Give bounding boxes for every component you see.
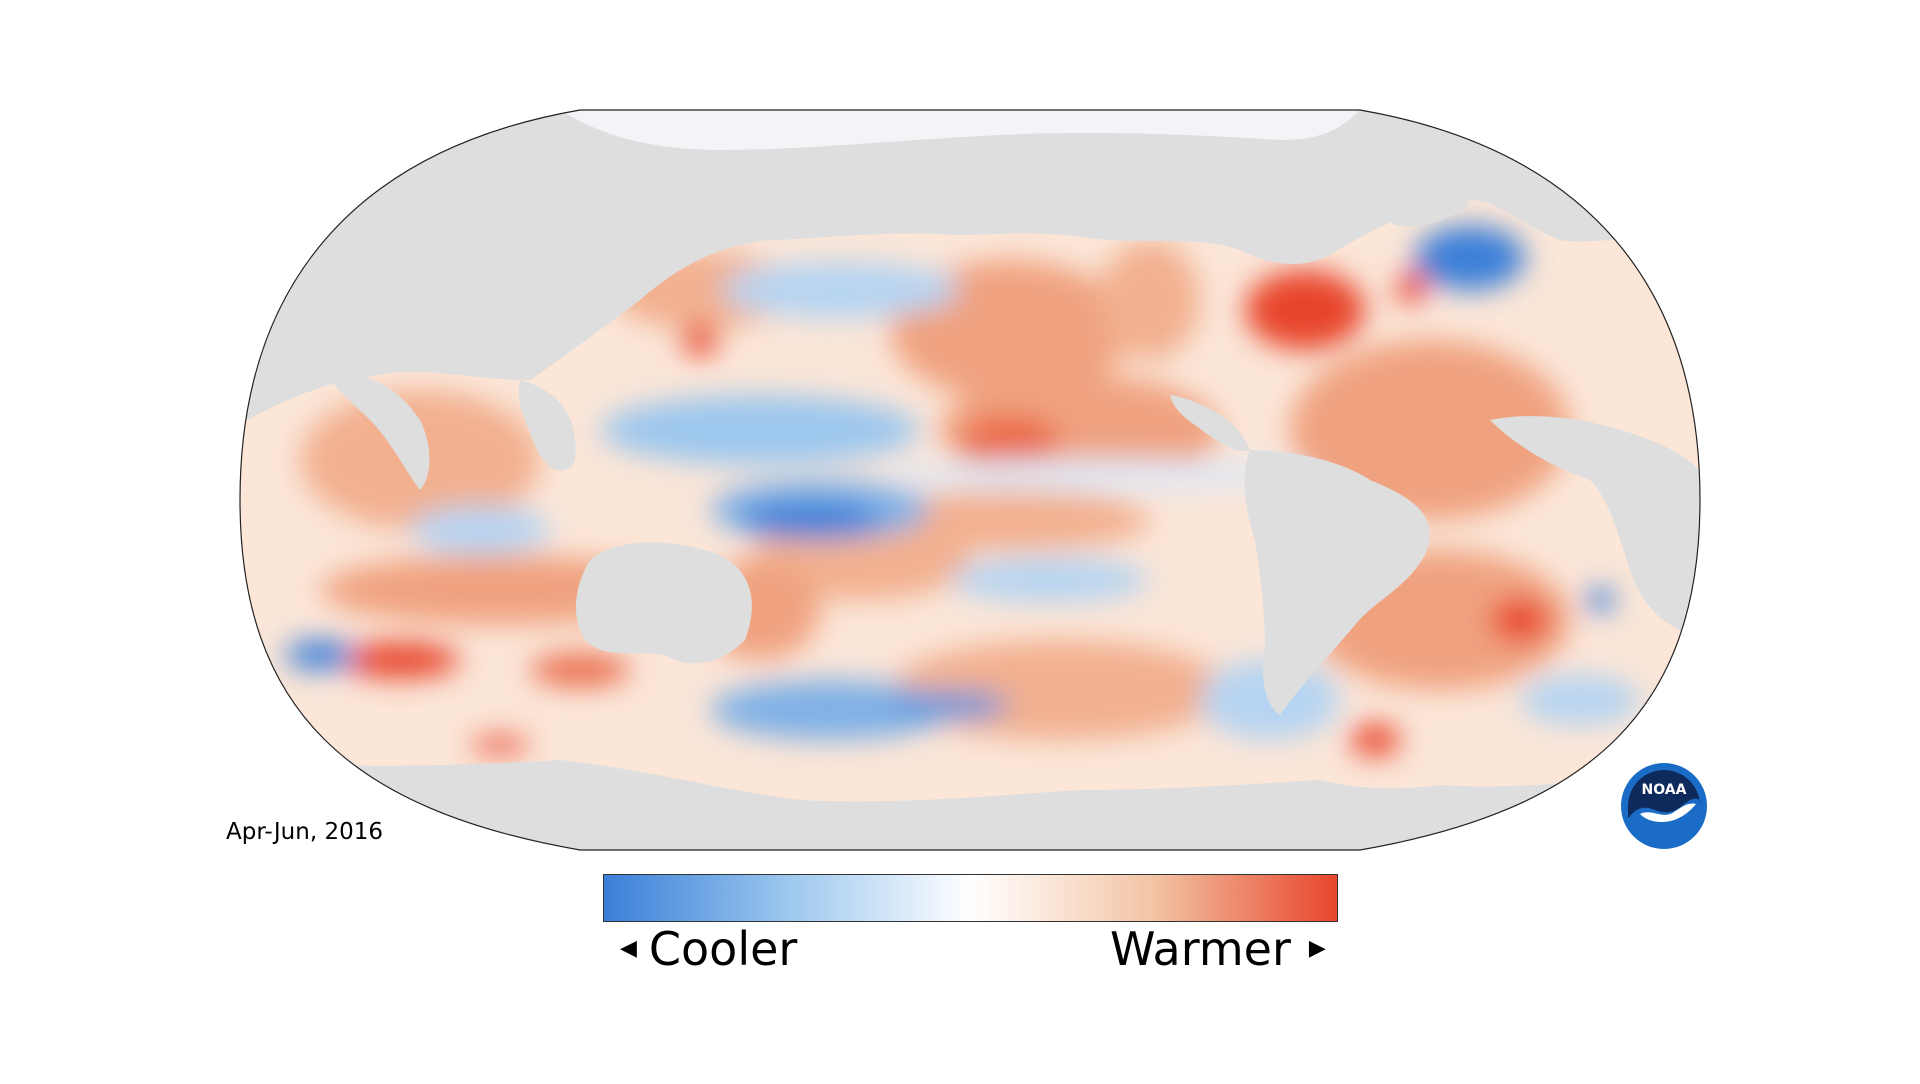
hot-anomaly [1350, 724, 1400, 756]
land-asia-south [330, 374, 430, 490]
warm-anomaly [1100, 240, 1200, 360]
cool-anomaly [600, 395, 920, 465]
legend-warmer: Warmer ▶ [1110, 926, 1326, 972]
warm-anomaly [890, 640, 1230, 740]
land-central-america [1170, 395, 1250, 451]
legend-cooler: ◀ Cooler [620, 926, 797, 972]
hot-anomaly [470, 737, 530, 753]
map-outline [239, 109, 1701, 851]
hot-anomaly [340, 642, 460, 678]
hot-anomaly [682, 324, 718, 356]
logo-bird [1640, 803, 1696, 822]
cool-anomaly [720, 262, 960, 318]
right-arrow-icon: ▶ [1308, 936, 1326, 961]
cool-anomaly [1520, 675, 1640, 725]
cold-anomaly [1585, 588, 1615, 612]
date-label: Apr-Jun, 2016 [226, 819, 383, 845]
land-indochina [518, 380, 576, 471]
land-australia [575, 542, 752, 664]
hot-anomaly [960, 415, 1060, 465]
land-masses [240, 110, 1700, 850]
noaa-logo-svg: NOAA [1621, 763, 1707, 849]
logo-text: NOAA [1642, 782, 1687, 798]
cool-anomaly [950, 558, 1150, 602]
cool-anomaly [880, 459, 1320, 491]
hot-anomaly [1245, 270, 1365, 350]
warm-anomaly [870, 490, 1150, 550]
land-arctic [240, 110, 1700, 430]
land-africa [1490, 416, 1700, 640]
cooler-label: Cooler [648, 922, 798, 976]
cool-anomaly [710, 680, 950, 740]
cool-anomaly [410, 506, 550, 554]
land-south-america [1244, 450, 1430, 715]
left-arrow-icon: ◀ [620, 936, 637, 961]
color-scale-bar [603, 874, 1338, 922]
sea-ice [560, 110, 1360, 150]
logo-upper [1628, 770, 1700, 818]
land-greenland [1378, 185, 1470, 227]
cold-anomaly [740, 502, 880, 538]
hot-anomaly [530, 654, 630, 686]
land-antarctica [240, 760, 1700, 850]
hot-anomaly [1490, 598, 1550, 642]
cold-anomaly [890, 691, 1010, 719]
cold-anomaly [285, 640, 355, 670]
warmer-label: Warmer [1110, 922, 1291, 976]
noaa-logo-icon: NOAA [1620, 762, 1708, 850]
cold-anomaly [1415, 226, 1525, 290]
